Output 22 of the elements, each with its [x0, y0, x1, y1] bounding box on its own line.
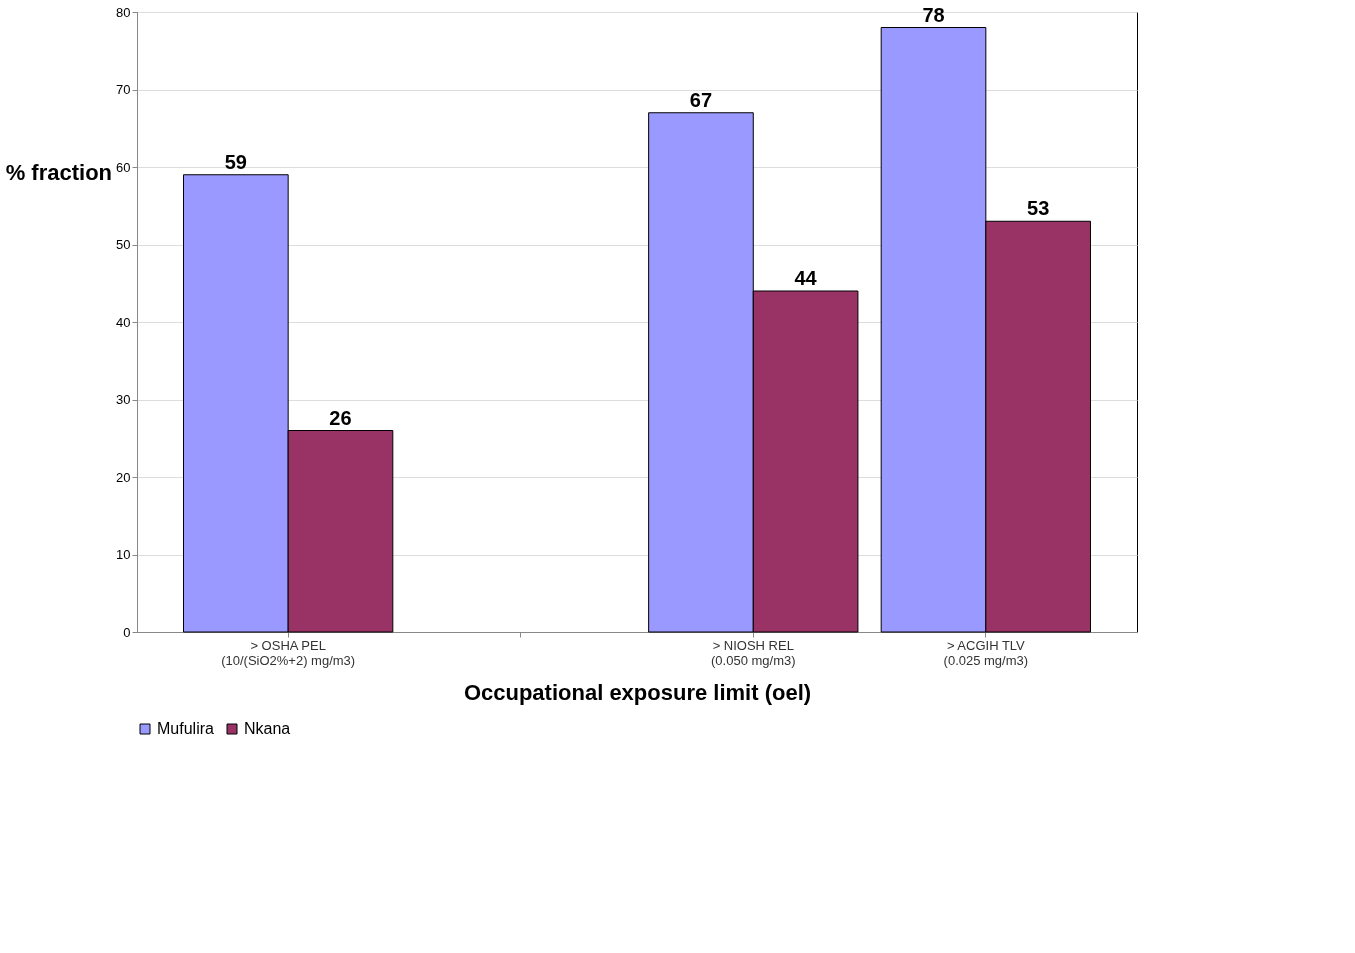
data-label: 44: [794, 267, 818, 289]
legend-label: Mufulira: [157, 720, 215, 737]
y-tick-label: 60: [116, 159, 131, 175]
data-label: 59: [224, 150, 247, 173]
data-label: 78: [922, 3, 945, 26]
data-label: 53: [1027, 197, 1050, 220]
y-tick-label: 0: [123, 624, 131, 640]
y-axis-title: % fraction: [5, 159, 113, 185]
data-label: 26: [329, 406, 352, 429]
y-tick-label: 80: [116, 4, 131, 20]
y-tick-label: 50: [116, 237, 131, 252]
x-tick-label: > ACGIH TLV (0.025 mg/m3): [943, 637, 1029, 668]
y-tick-label: 40: [116, 314, 131, 330]
data-label: 67: [689, 88, 713, 111]
x-tick-label: > OSHA PEL (10/(SiO2%+2) mg/m3): [221, 637, 356, 668]
y-tick-label: 70: [116, 82, 131, 97]
x-axis-title: Occupational exposure limit (oel): [463, 679, 812, 705]
y-tick-label: 10: [116, 547, 131, 562]
y-tick-label: 20: [116, 469, 131, 485]
x-tick-label: > NIOSH REL (0.050 mg/m3): [711, 637, 796, 668]
legend-label: Nkana: [244, 720, 291, 737]
y-tick-label: 30: [116, 392, 131, 407]
